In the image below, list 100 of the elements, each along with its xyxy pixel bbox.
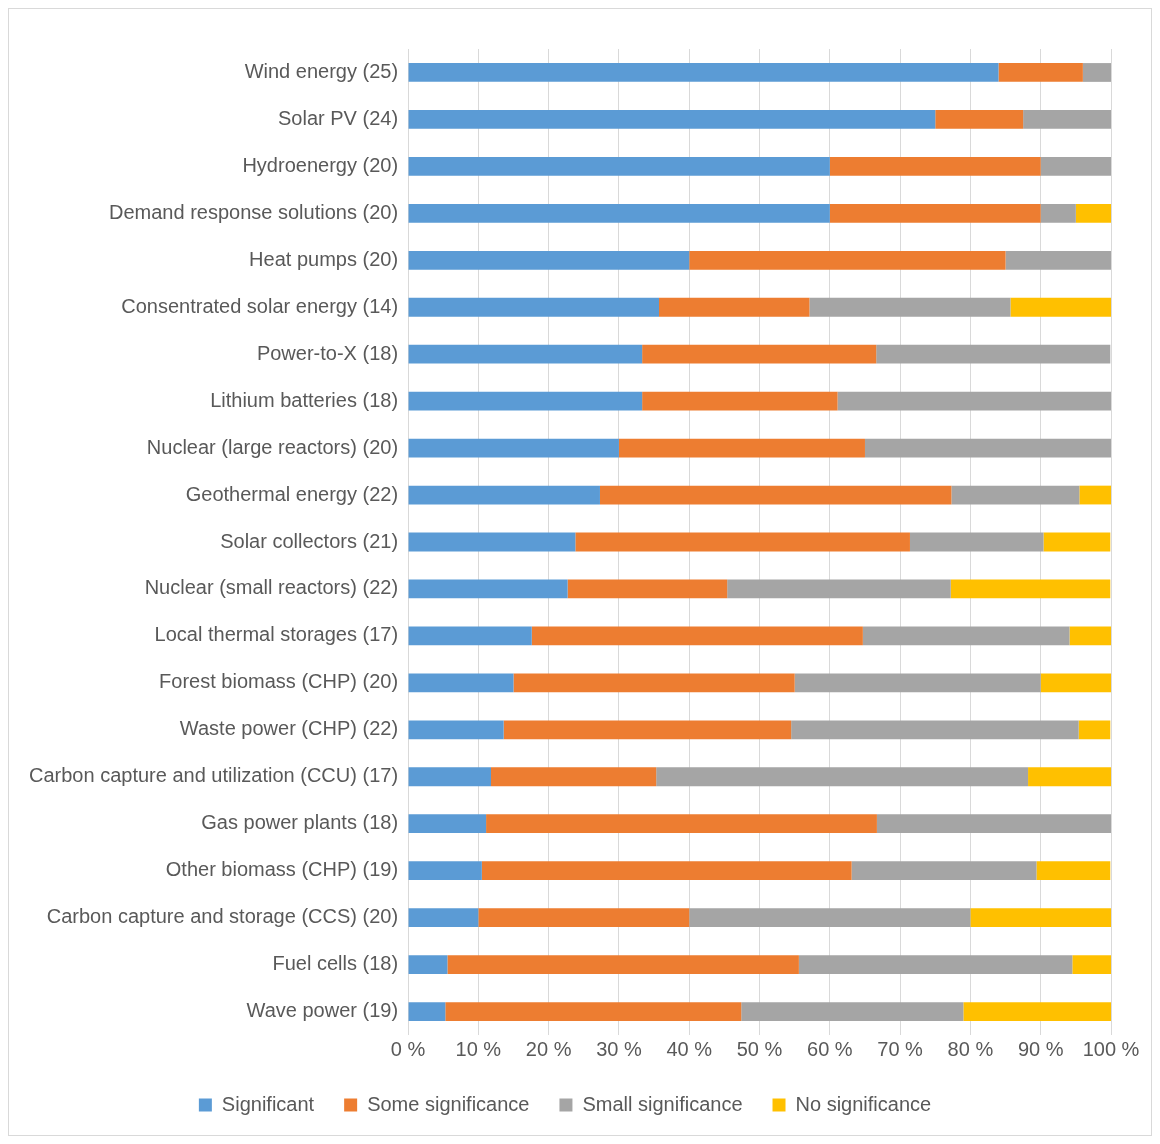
bar [408, 908, 479, 928]
bar [481, 861, 852, 881]
bar [503, 720, 792, 740]
bar [1023, 110, 1111, 129]
y-tick-label: Other biomass (CHP) (19) [165, 858, 399, 881]
bar [408, 673, 514, 693]
y-tick-label: Gas power plants (18) [201, 811, 399, 834]
bar [1069, 626, 1111, 646]
bar [837, 391, 1111, 411]
bar [1036, 861, 1111, 881]
bar [478, 908, 690, 928]
bar [1082, 63, 1111, 82]
bar [408, 814, 487, 834]
y-tick-label: Forest biomass (CHP) (20) [159, 670, 399, 693]
y-tick-label: Solar collectors (21) [220, 529, 399, 552]
bar [963, 1002, 1111, 1021]
bar [408, 344, 643, 364]
bar [408, 438, 619, 458]
bar [741, 1002, 964, 1021]
y-tick-label: Power-to-X (18) [256, 341, 399, 364]
y-tick-label: Solar PV (24) [277, 106, 399, 129]
y-tick-label: Wave power (19) [246, 999, 399, 1022]
bar [567, 579, 728, 599]
legend-label: No significance [795, 1092, 932, 1115]
bar [851, 861, 1037, 881]
bar [876, 814, 1111, 834]
bar [829, 203, 1041, 223]
bar [951, 485, 1080, 505]
x-tick-label: 90 % [1017, 1037, 1064, 1060]
bar [447, 955, 799, 974]
y-tick-label: Hydroenergy (20) [242, 153, 399, 176]
bar [1043, 532, 1111, 552]
bar [1078, 720, 1111, 740]
bar [998, 63, 1083, 82]
y-tick-label: Geothermal energy (22) [185, 482, 399, 505]
bar [794, 673, 1041, 693]
bar [659, 297, 810, 317]
bar [1005, 250, 1111, 270]
x-tick-label: 30 % [596, 1037, 642, 1060]
bar [689, 908, 971, 928]
bar [531, 626, 863, 646]
bar [935, 110, 1024, 129]
bar [864, 438, 1111, 458]
bar [791, 720, 1079, 740]
bar [486, 814, 877, 834]
y-tick-label: Waste power (CHP) (22) [179, 717, 399, 740]
bar [408, 485, 600, 505]
bar [876, 344, 1111, 364]
bar [491, 767, 657, 787]
bar [408, 626, 532, 646]
bar [408, 203, 830, 223]
bar [862, 626, 1070, 646]
bar [829, 156, 1041, 176]
bar [408, 63, 999, 82]
y-tick-label: Carbon capture and utilization (CCU) (17) [28, 764, 399, 787]
x-tick-label: 40 % [666, 1037, 713, 1060]
y-tick-label: Nuclear (small reactors) (22) [144, 576, 399, 599]
bar [408, 955, 448, 974]
bar [909, 532, 1044, 552]
bar [656, 767, 1029, 787]
bar [1028, 767, 1111, 787]
bar [689, 250, 1006, 270]
bar [445, 1002, 742, 1021]
bar [408, 250, 690, 270]
bar [575, 532, 910, 552]
bar [408, 1002, 446, 1021]
y-tick-label: Fuel cells (18) [272, 952, 399, 975]
bar [1072, 955, 1111, 974]
bar [1040, 673, 1111, 693]
legend-label: Some significance [367, 1092, 530, 1115]
y-tick-label: Lithium batteries (18) [210, 388, 399, 411]
x-tick-label: 60 % [807, 1037, 853, 1060]
x-tick-label: 50 % [736, 1037, 783, 1060]
x-tick-label: 0 % [390, 1037, 426, 1060]
bar [809, 297, 1011, 317]
bar [408, 720, 504, 740]
bar [408, 579, 568, 599]
bar [408, 861, 482, 881]
bar [727, 579, 951, 599]
y-tick-label: Wind energy (25) [244, 59, 399, 82]
bar [950, 579, 1111, 599]
y-tick-label: Heat pumps (20) [249, 247, 399, 270]
x-tick-label: 70 % [877, 1037, 924, 1060]
bar [642, 391, 838, 411]
x-tick-label: 80 % [947, 1037, 994, 1060]
bar [1040, 156, 1111, 176]
bar [642, 344, 877, 364]
bar [1079, 485, 1111, 505]
y-tick-label: Nuclear (large reactors) (20) [146, 435, 399, 458]
bar [1040, 203, 1076, 223]
legend-label: Significant [221, 1092, 315, 1115]
bar [408, 297, 660, 317]
bar [798, 955, 1073, 974]
bar [408, 532, 576, 552]
bar [408, 391, 643, 411]
y-tick-label: Consentrated solar energy (14) [121, 294, 399, 317]
bar [970, 908, 1111, 928]
bar [1010, 297, 1111, 317]
bar [408, 156, 830, 176]
bar [1075, 203, 1111, 223]
